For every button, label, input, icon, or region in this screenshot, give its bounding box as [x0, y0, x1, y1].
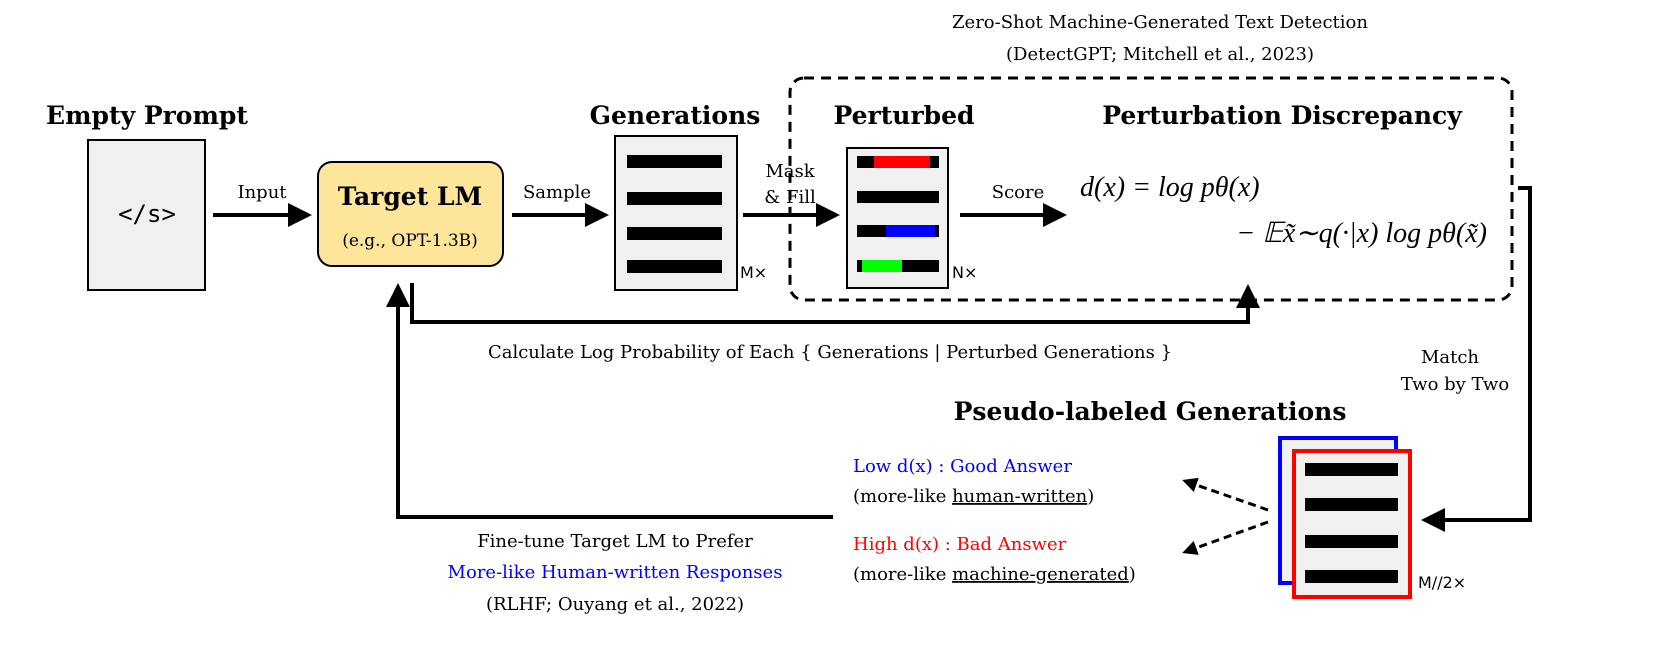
empty-prompt-title: Empty Prompt	[46, 101, 248, 130]
score-label: Score	[992, 182, 1045, 203]
pseudo-title: Pseudo-labeled Generations	[954, 397, 1347, 426]
detectgpt-dashed-box	[788, 76, 1514, 302]
finetune-arrow	[386, 283, 833, 519]
discrepancy-formula-line2: − 𝔼x̃∼q(·|x) log pθ(x̃)	[1236, 218, 1487, 249]
perturbed-title: Perturbed	[834, 101, 975, 130]
machine-generated-note: (more-like machine-generated)	[853, 564, 1136, 585]
human-written-note: (more-like human-written)	[853, 486, 1094, 507]
finetune-line1: Fine-tune Target LM to Prefer	[477, 531, 753, 552]
calc-log-prob-label: Calculate Log Probability of Each { Gene…	[488, 342, 1172, 363]
finetune-line2: More-like Human-written Responses	[448, 562, 783, 583]
empty-prompt-box	[87, 139, 206, 291]
match-label: Match	[1421, 347, 1479, 368]
generations-title: Generations	[590, 101, 761, 130]
discrepancy-formula-line1: d(x) = log pθ(x)	[1080, 172, 1260, 203]
perturbed-span-green	[862, 260, 902, 272]
good-dashed-arrow	[1182, 477, 1269, 512]
human-written-term: human-written	[952, 486, 1088, 507]
target-lm-title: Target LM	[338, 182, 482, 211]
detectgpt-citation: (DetectGPT; Mitchell et al., 2023)	[1006, 44, 1314, 65]
log-prob-arrow	[410, 283, 1260, 324]
low-d-good-answer: Low d(x) : Good Answer	[853, 456, 1072, 477]
perturbed-count: N×	[952, 263, 977, 282]
generation-lines	[627, 155, 722, 273]
discrepancy-title: Perturbation Discrepancy	[1102, 101, 1463, 130]
pseudo-count: M//2×	[1418, 573, 1466, 592]
text-line	[627, 227, 722, 240]
detectgpt-title: Zero-Shot Machine-Generated Text Detecti…	[952, 12, 1368, 33]
generations-count: M×	[740, 263, 767, 282]
pseudo-lines	[1305, 463, 1398, 583]
match-arrow	[1421, 186, 1532, 532]
target-lm-subtitle: (e.g., OPT-1.3B)	[342, 231, 478, 251]
high-d-bad-answer: High d(x) : Bad Answer	[853, 534, 1067, 555]
text-line	[1305, 570, 1398, 583]
finetune-citation: (RLHF; Ouyang et al., 2022)	[486, 594, 744, 615]
text-line	[1305, 463, 1398, 476]
eos-token: </s>	[118, 200, 176, 228]
bad-dashed-arrow	[1182, 520, 1269, 555]
text-line	[1305, 498, 1398, 511]
text-line	[627, 260, 722, 273]
fill-label: & Fill	[764, 187, 816, 208]
text-line	[857, 191, 939, 203]
perturbed-span-blue	[886, 225, 935, 237]
text-line	[627, 192, 722, 205]
sample-label: Sample	[523, 182, 591, 203]
mask-label: Mask	[765, 161, 815, 182]
perturbed-span-red	[874, 156, 930, 168]
perturbed-lines	[857, 156, 939, 272]
two-by-two-label: Two by Two	[1401, 374, 1509, 395]
text-line	[627, 155, 722, 168]
target-lm-box	[317, 161, 504, 267]
text-line	[1305, 535, 1398, 548]
input-label: Input	[237, 182, 287, 203]
machine-generated-term: machine-generated	[952, 564, 1129, 585]
